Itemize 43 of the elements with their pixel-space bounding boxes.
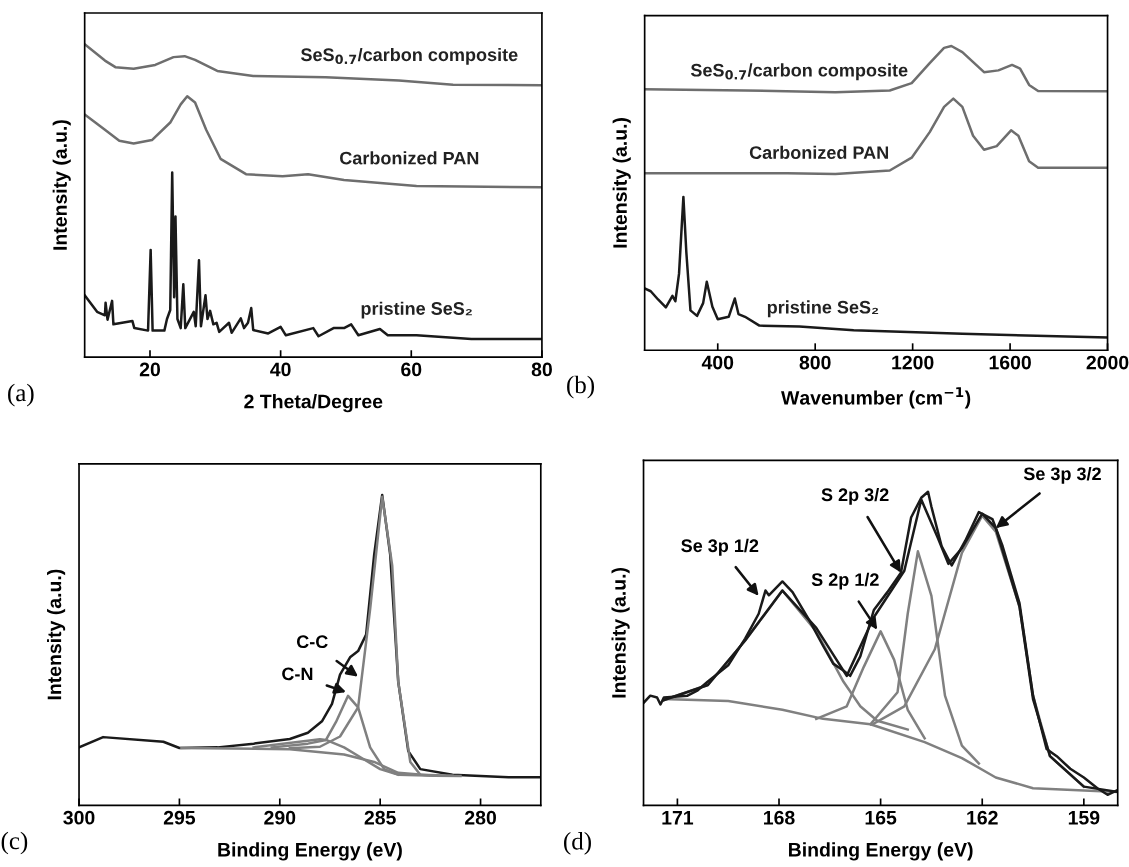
series-label: pristine SeS₂ [767, 300, 879, 318]
x-tick-label: 80 [531, 362, 552, 377]
x-tick-label: 159 [1068, 810, 1100, 825]
x-axis-title: Binding Energy (eV) [789, 842, 973, 861]
text: (d) [564, 832, 591, 855]
series-label: Carbonized PAN [340, 151, 479, 165]
x-axis-title: Wavenumber (cm$^{−1}$) [781, 387, 971, 409]
x-tick-label: 290 [264, 810, 296, 825]
annotation: S 2p 1/2 [811, 572, 879, 590]
x-tick-label: 300 [63, 810, 95, 825]
x-axis-title: Binding Energy (eV) [218, 842, 402, 861]
x-tick-label: 168 [764, 810, 795, 825]
annotation: S 2p 3/2 [821, 487, 889, 505]
text: (a) [8, 383, 34, 407]
series-label: SeS$_{0.7}$/carbon composite [300, 47, 518, 65]
x-tick-label: 280 [465, 810, 496, 825]
x-tick-label: 165 [865, 810, 897, 825]
y-axis-title: Intensity (a.u.) [52, 120, 71, 250]
series-label: SeS$_{0.7}$/carbon composite [690, 63, 908, 81]
annotation: C-C [296, 635, 328, 649]
series-label: pristine SeS₂ [361, 301, 472, 319]
x-axis-title: 2 Theta/Degree [244, 394, 383, 413]
x-tick-label: 40 [270, 362, 291, 377]
x-tick-label: 400 [701, 355, 734, 370]
text: (b) [567, 375, 595, 399]
annotation: Se 3p 3/2 [1023, 466, 1101, 484]
series-label: Carbonized PAN [749, 145, 889, 159]
y-axis-title: Intensity (a.u.) [611, 567, 630, 698]
y-axis-title: Intensity (a.u.) [47, 569, 66, 700]
x-tick-label: 162 [967, 810, 998, 825]
x-tick-label: 1200 [892, 355, 934, 370]
text: (c) [1, 831, 28, 855]
y-axis-title: Intensity (a.u.) [612, 118, 631, 248]
x-tick-label: 1600 [989, 355, 1031, 370]
x-tick-label: 2000 [1086, 355, 1129, 370]
x-tick-label: 20 [139, 362, 161, 377]
x-tick-label: 800 [799, 355, 831, 370]
x-tick-label: 295 [163, 810, 196, 825]
annotation: Se 3p 1/2 [681, 538, 759, 556]
x-tick-label: 60 [401, 362, 422, 377]
x-tick-label: 171 [662, 811, 694, 825]
x-tick-label: 285 [364, 810, 396, 825]
annotation: C-N [282, 667, 313, 681]
